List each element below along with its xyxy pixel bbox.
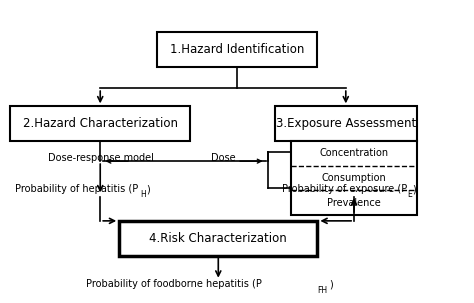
Text: ): ) [412, 184, 416, 194]
Text: 3.Exposure Assessment: 3.Exposure Assessment [276, 117, 416, 130]
Text: H: H [140, 190, 146, 199]
Text: 2.Hazard Characterization: 2.Hazard Characterization [23, 117, 178, 130]
Text: Dose: Dose [211, 153, 236, 163]
Text: FH: FH [318, 286, 328, 295]
FancyBboxPatch shape [292, 141, 417, 215]
Text: Prevalence: Prevalence [327, 198, 381, 208]
FancyBboxPatch shape [275, 106, 417, 141]
Text: E: E [407, 190, 412, 199]
Text: 1.Hazard Identification: 1.Hazard Identification [170, 43, 304, 56]
FancyBboxPatch shape [157, 32, 318, 67]
FancyBboxPatch shape [119, 221, 318, 255]
Text: 4.Risk Characterization: 4.Risk Characterization [149, 232, 287, 245]
Text: Concentration: Concentration [319, 148, 389, 158]
Text: Dose-response model: Dose-response model [48, 153, 154, 163]
Text: Probability of exposure (P: Probability of exposure (P [282, 184, 407, 194]
FancyBboxPatch shape [10, 106, 190, 141]
Text: Probability of hepatitis (P: Probability of hepatitis (P [15, 184, 138, 194]
Text: Consumption: Consumption [322, 173, 386, 183]
Text: ): ) [329, 279, 333, 289]
Text: ): ) [146, 184, 150, 194]
Text: Probability of foodborne hepatitis (P: Probability of foodborne hepatitis (P [86, 279, 262, 289]
